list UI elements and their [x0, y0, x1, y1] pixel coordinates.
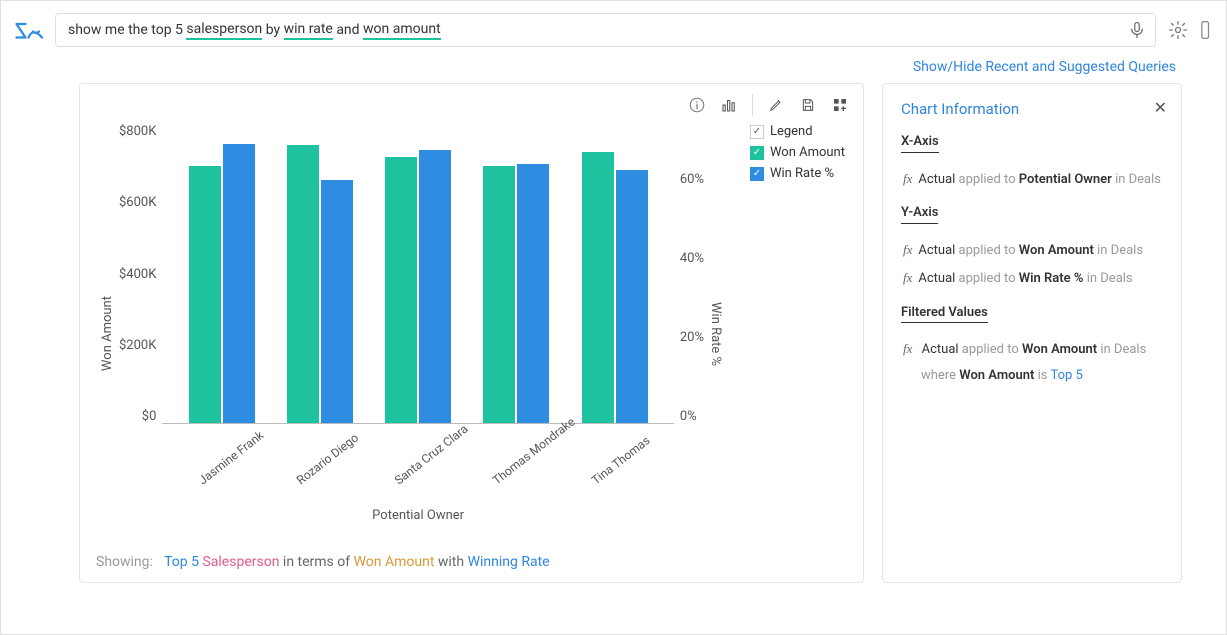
x-tick-label: Rozario Diego — [294, 436, 376, 514]
bar-group — [582, 124, 648, 423]
show-hide-recent-link[interactable]: Show/Hide Recent and Suggested Queries — [913, 59, 1176, 75]
zia-logo — [15, 17, 45, 43]
legend-item[interactable]: ✓Win Rate % — [750, 166, 845, 181]
legend-header[interactable]: ✓ Legend — [750, 124, 845, 139]
close-icon[interactable]: ✕ — [1154, 98, 1167, 117]
app-root: show me the top 5 salesperson by win rat… — [0, 0, 1227, 635]
bar-won-amount[interactable] — [483, 166, 515, 423]
right-axis-ticks: 60%40%20%0% — [674, 124, 704, 424]
bar-won-amount[interactable] — [582, 152, 614, 423]
info-panel-title: Chart Information — [901, 100, 1163, 118]
plot-column: Jasmine FrankRozario DiegoSanta Cruz Cla… — [162, 124, 673, 544]
search-input[interactable] — [55, 13, 1156, 47]
y-axis-section: Y-Axis fxActual applied to Won Amount in… — [901, 203, 1163, 289]
chart-type-icon[interactable] — [720, 96, 738, 114]
legend-item[interactable]: ✓Won Amount — [750, 145, 845, 160]
search-wrap: show me the top 5 salesperson by win rat… — [55, 13, 1156, 47]
x-tick-label: Thomas Mondrake — [490, 436, 572, 514]
bar-group — [189, 124, 255, 423]
settings-gear-icon[interactable] — [1166, 18, 1190, 42]
chart-toolbar — [688, 94, 849, 116]
left-axis-label: Won Amount — [96, 296, 119, 371]
bar-win-rate[interactable] — [321, 180, 353, 423]
bar-won-amount[interactable] — [189, 166, 221, 423]
bar-win-rate[interactable] — [223, 144, 255, 423]
bar-won-amount[interactable] — [385, 157, 417, 423]
plot-area — [162, 124, 673, 424]
recent-queries-row: Show/Hide Recent and Suggested Queries — [1, 59, 1226, 83]
bar-win-rate[interactable] — [419, 150, 451, 423]
x-axis-ticks: Jasmine FrankRozario DiegoSanta Cruz Cla… — [162, 424, 673, 504]
edit-icon[interactable] — [767, 96, 785, 114]
chart-info-panel: ✕ Chart Information X-Axis fxActual appl… — [882, 83, 1182, 583]
chart-card: ✓ Legend ✓Won Amount ✓Win Rate % Won Amou… — [79, 83, 864, 583]
grid-add-icon[interactable] — [831, 96, 849, 114]
chart-legend: ✓ Legend ✓Won Amount ✓Win Rate % — [750, 124, 845, 181]
panel-toggle-icon[interactable] — [1200, 18, 1212, 42]
topbar: show me the top 5 salesperson by win rat… — [1, 1, 1226, 59]
info-icon[interactable] — [688, 96, 706, 114]
bar-group — [385, 124, 451, 423]
showing-summary: Showing: Top 5 Salesperson in terms of W… — [96, 554, 847, 570]
bar-win-rate[interactable] — [616, 170, 648, 423]
bar-group — [483, 124, 549, 423]
left-axis-ticks: $800K$600K$400K$200K$0 — [119, 124, 162, 424]
bar-group — [287, 124, 353, 423]
x-tick-label: Jasmine Frank — [196, 436, 278, 514]
toolbar-divider — [752, 94, 753, 116]
content-area: ✓ Legend ✓Won Amount ✓Win Rate % Won Amou… — [1, 83, 1226, 603]
x-tick-label: Santa Cruz Clara — [392, 436, 474, 514]
right-axis-label: Win Rate % — [704, 302, 727, 366]
save-icon[interactable] — [799, 96, 817, 114]
bar-win-rate[interactable] — [517, 164, 549, 423]
x-tick-label: Tina Thomas — [589, 436, 671, 514]
x-axis-section: X-Axis fxActual applied to Potential Own… — [901, 132, 1163, 189]
filtered-values-section: Filtered Values fx Actual applied to Won… — [901, 303, 1163, 386]
microphone-icon[interactable] — [1126, 19, 1148, 41]
chart-body: Won Amount $800K$600K$400K$200K$0 Jasmin… — [96, 124, 847, 544]
bar-won-amount[interactable] — [287, 145, 319, 423]
